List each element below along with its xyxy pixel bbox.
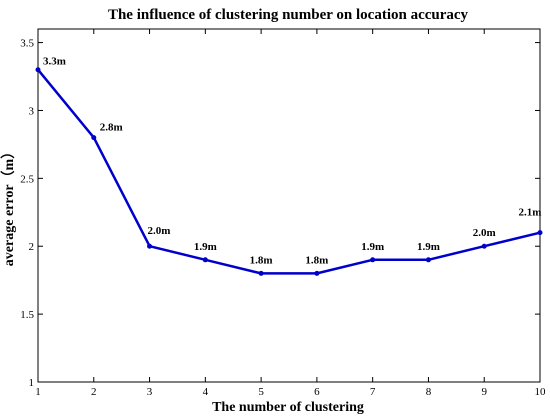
series-layer: 3.3m 2.8m 2.0m 1.9m 1.8m 1.8m 1.9m 1.9m 2.0m 2.1m	[35, 56, 543, 276]
data-point	[481, 243, 487, 249]
data-point	[537, 230, 543, 236]
y-tick-label: 2.5	[20, 173, 34, 185]
data-label: 1.9m	[361, 241, 384, 253]
series-line	[37, 68, 541, 275]
data-label: 1.8m	[305, 254, 328, 266]
x-axis-label: The number of clustering	[212, 400, 364, 415]
plot-area	[37, 28, 541, 383]
data-point	[314, 270, 320, 276]
y-axis: 1 1.5 2 2.5 3 3.5	[20, 38, 540, 389]
x-tick-label: 5	[258, 386, 264, 398]
chart-title: The influence of clustering number on lo…	[108, 7, 469, 23]
data-label: 2.1m	[519, 207, 542, 219]
data-point	[91, 135, 97, 141]
x-tick-label: 3	[147, 386, 153, 398]
data-label: 2.0m	[473, 227, 496, 239]
data-point	[425, 257, 431, 263]
data-point	[202, 257, 208, 263]
y-tick-label: 2	[29, 241, 35, 253]
data-label: 3.3m	[43, 56, 66, 68]
data-label: 1.9m	[194, 241, 217, 253]
x-tick-label: 4	[203, 386, 209, 398]
y-tick-label: 1.5	[20, 309, 34, 321]
data-point	[35, 67, 41, 73]
data-point	[258, 270, 264, 276]
x-tick-label: 6	[314, 386, 320, 398]
y-tick-label: 3	[29, 105, 35, 117]
y-tick-label: 1	[29, 377, 35, 389]
data-label: 2.8m	[100, 122, 123, 134]
data-label: 1.9m	[417, 241, 440, 253]
x-axis: 1 2 3 4 5 6 7 8 9 10	[35, 29, 546, 398]
x-tick-label: 7	[370, 386, 376, 398]
data-label: 1.8m	[250, 254, 273, 266]
x-tick-label: 2	[91, 386, 97, 398]
x-tick-label: 10	[535, 386, 547, 398]
x-tick-label: 8	[426, 386, 432, 398]
data-point	[147, 243, 153, 249]
data-label: 2.0m	[148, 225, 171, 237]
y-tick-label: 3.5	[20, 38, 34, 50]
y-axis-label: average error（m）	[1, 145, 17, 266]
x-tick-label: 9	[481, 386, 487, 398]
data-point	[370, 257, 376, 263]
x-tick-label: 1	[35, 386, 41, 398]
